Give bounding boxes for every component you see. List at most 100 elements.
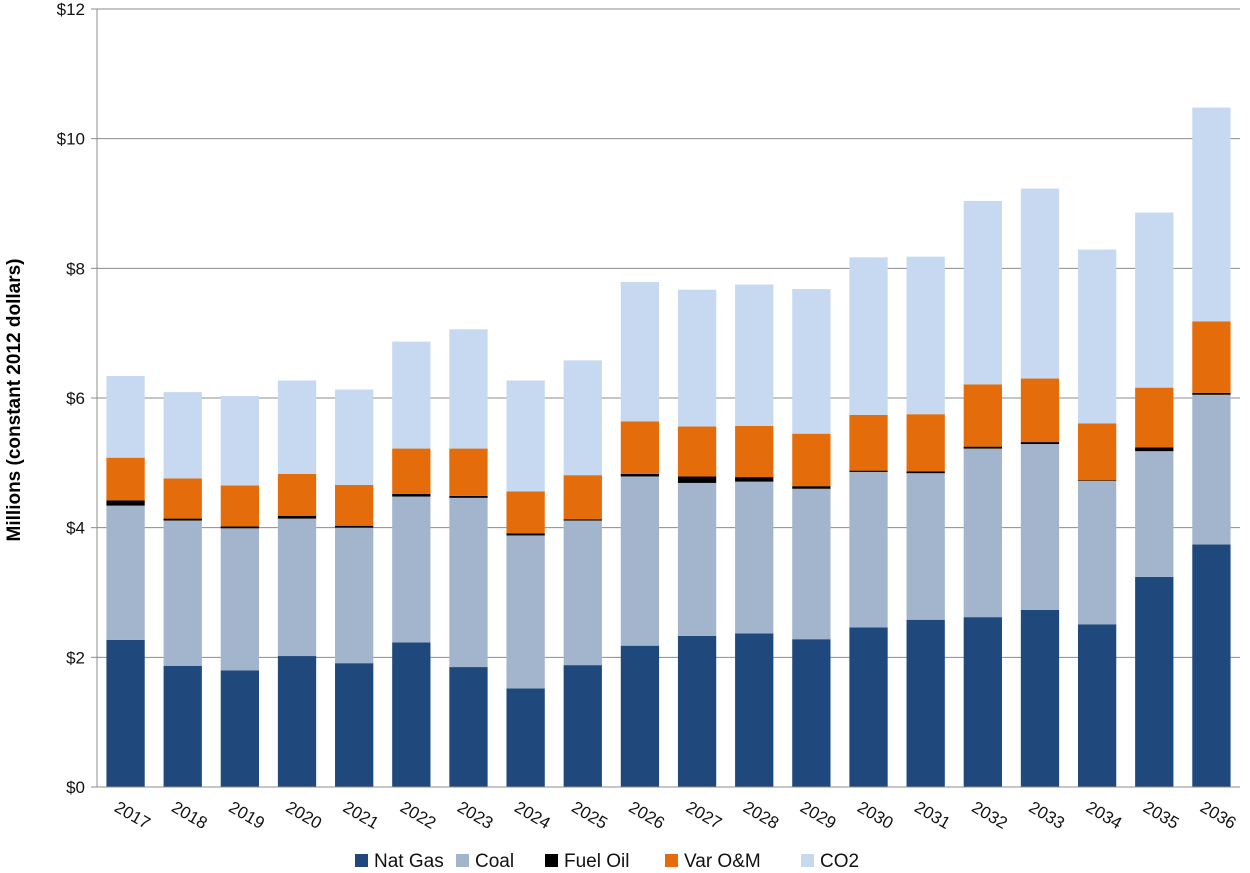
bar-nat-gas-2019	[220, 670, 260, 787]
legend-label: Nat Gas	[374, 851, 444, 872]
bar-var-o-m-2022	[392, 448, 431, 494]
bar-stack-2019	[220, 396, 260, 787]
bar-stack-2022	[392, 341, 431, 787]
bar-co2-2036	[1192, 107, 1231, 322]
x-tick-label: 2020	[283, 798, 325, 833]
bar-coal-2025	[563, 520, 602, 666]
legend-swatch	[801, 854, 814, 867]
bar-var-o-m-2017	[106, 457, 145, 501]
bar-coal-2020	[277, 518, 317, 657]
x-tick-label: 2031	[911, 798, 953, 833]
bar-coal-2024	[506, 535, 545, 689]
bars	[106, 107, 1231, 787]
bar-stack-2021	[335, 389, 374, 787]
bar-nat-gas-2026	[620, 645, 660, 787]
bar-nat-gas-2021	[335, 663, 374, 787]
bar-stack-2020	[277, 380, 317, 787]
x-tick-label: 2025	[568, 798, 610, 833]
y-tick-label: $8	[66, 259, 85, 278]
bar-stack-2035	[1135, 212, 1174, 787]
bar-coal-2028	[735, 481, 774, 634]
bar-fuel-oil-2018	[163, 518, 202, 521]
y-tick-label: $4	[66, 519, 85, 538]
bar-stack-2029	[792, 289, 831, 787]
x-tick-label: 2024	[511, 798, 553, 833]
bar-co2-2031	[906, 256, 945, 415]
bar-stack-2033	[1020, 188, 1060, 787]
bar-var-o-m-2025	[563, 475, 602, 520]
bar-stack-2031	[906, 256, 945, 787]
bar-fuel-oil-2030	[849, 470, 888, 472]
bar-coal-2019	[220, 528, 260, 671]
gridlines	[97, 8, 1240, 658]
bar-fuel-oil-2025	[563, 519, 602, 521]
bar-coal-2033	[1020, 444, 1060, 611]
x-tick-label: 2028	[740, 798, 782, 833]
bar-coal-2031	[906, 473, 945, 620]
bar-co2-2021	[335, 389, 374, 485]
bar-var-o-m-2034	[1077, 423, 1117, 481]
bar-nat-gas-2025	[563, 665, 602, 787]
bar-co2-2023	[449, 329, 488, 449]
bar-var-o-m-2029	[792, 433, 831, 487]
bar-coal-2026	[620, 476, 660, 646]
y-tick-label: $0	[66, 778, 85, 797]
bar-fuel-oil-2032	[963, 446, 1002, 449]
bar-coal-2027	[677, 482, 717, 636]
bar-var-o-m-2030	[849, 414, 888, 471]
bar-co2-2032	[963, 200, 1002, 385]
y-tick-label: $10	[57, 130, 85, 149]
bar-stack-2030	[849, 257, 888, 787]
y-tick-label: $2	[66, 648, 85, 667]
bar-var-o-m-2032	[963, 384, 1002, 447]
bar-fuel-oil-2027	[677, 476, 717, 483]
bar-stack-2017	[106, 375, 145, 787]
legend-item-coal: Coal	[456, 851, 514, 872]
bar-coal-2023	[449, 497, 488, 668]
bar-fuel-oil-2024	[506, 533, 545, 536]
legend-item-nat-gas: Nat Gas	[355, 851, 444, 872]
bar-fuel-oil-2019	[220, 526, 260, 529]
bar-coal-2035	[1135, 451, 1174, 577]
bar-co2-2028	[735, 284, 774, 426]
bar-nat-gas-2023	[449, 667, 488, 787]
bar-co2-2026	[620, 281, 660, 422]
legend-swatch	[545, 854, 558, 867]
bar-fuel-oil-2028	[735, 477, 774, 482]
y-tick-labels: $0 $2 $4 $6 $8 $10 $12	[57, 0, 85, 797]
x-tick-label: 2019	[225, 798, 267, 833]
bar-nat-gas-2034	[1077, 624, 1117, 787]
legend-swatch	[456, 854, 469, 867]
bar-fuel-oil-2017	[106, 500, 145, 506]
bar-nat-gas-2032	[963, 617, 1002, 787]
bar-stack-2032	[963, 200, 1002, 787]
bar-co2-2034	[1077, 249, 1117, 424]
bar-co2-2022	[392, 341, 431, 449]
legend-item-var-o-m: Var O&M	[665, 851, 761, 872]
x-tick-label: 2017	[111, 798, 153, 833]
axes	[91, 8, 1240, 788]
bar-fuel-oil-2036	[1192, 392, 1231, 395]
x-tick-label: 2026	[626, 798, 668, 833]
x-tick-label: 2023	[454, 798, 496, 833]
bar-fuel-oil-2034	[1077, 480, 1117, 481]
bar-var-o-m-2020	[277, 473, 317, 516]
bar-nat-gas-2030	[849, 627, 888, 787]
bar-coal-2021	[335, 527, 374, 664]
x-tick-label: 2029	[797, 798, 839, 833]
x-tick-label: 2021	[340, 798, 382, 833]
bar-var-o-m-2026	[620, 421, 660, 474]
bar-nat-gas-2035	[1135, 576, 1174, 787]
bar-var-o-m-2031	[906, 414, 945, 472]
bar-fuel-oil-2033	[1020, 442, 1060, 445]
bar-var-o-m-2027	[677, 426, 717, 477]
bar-nat-gas-2029	[792, 639, 831, 787]
bar-var-o-m-2035	[1135, 387, 1174, 448]
bar-var-o-m-2036	[1192, 321, 1231, 393]
y-axis-label: Millions (constant 2012 dollars)	[4, 259, 25, 542]
bar-fuel-oil-2023	[449, 495, 488, 498]
bar-coal-2022	[392, 496, 431, 643]
legend-label: CO2	[820, 851, 859, 872]
bar-co2-2035	[1135, 212, 1174, 388]
bar-nat-gas-2024	[506, 688, 545, 787]
